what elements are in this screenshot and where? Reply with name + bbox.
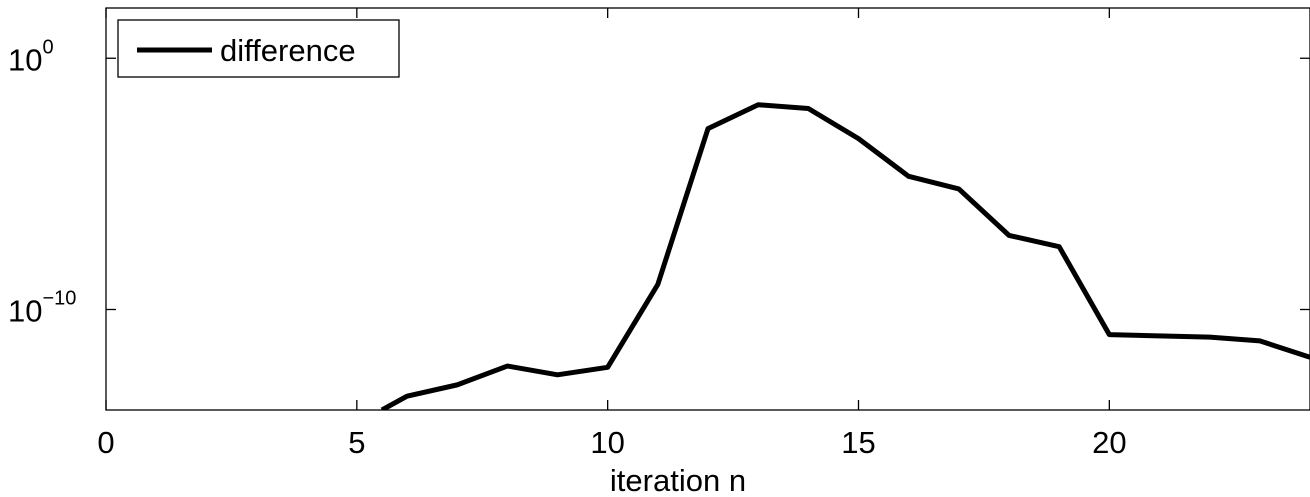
series-layer (380, 102, 1310, 410)
y-tick-label: 10−10 (8, 288, 76, 329)
x-tick-label: 0 (97, 425, 114, 460)
axes-box (105, 7, 1310, 411)
y-tick-labels: 100 10−10 (8, 36, 76, 328)
x-tick-label: 5 (348, 425, 365, 460)
x-tick-labels: 0 5 10 15 20 (97, 425, 1126, 460)
legend-label-difference: difference (220, 33, 356, 68)
series-line-difference (380, 102, 1310, 410)
axis-ticks (105, 8, 1310, 410)
x-axis-label: iteration n (610, 463, 746, 497)
y-tick-label: 100 (8, 36, 54, 77)
plot-area: 0 5 10 15 20 100 10−10 (8, 7, 1310, 460)
legend: difference (117, 19, 400, 78)
x-tick-label: 10 (590, 425, 624, 460)
x-tick-label: 20 (1092, 425, 1126, 460)
x-tick-label: 15 (841, 425, 875, 460)
